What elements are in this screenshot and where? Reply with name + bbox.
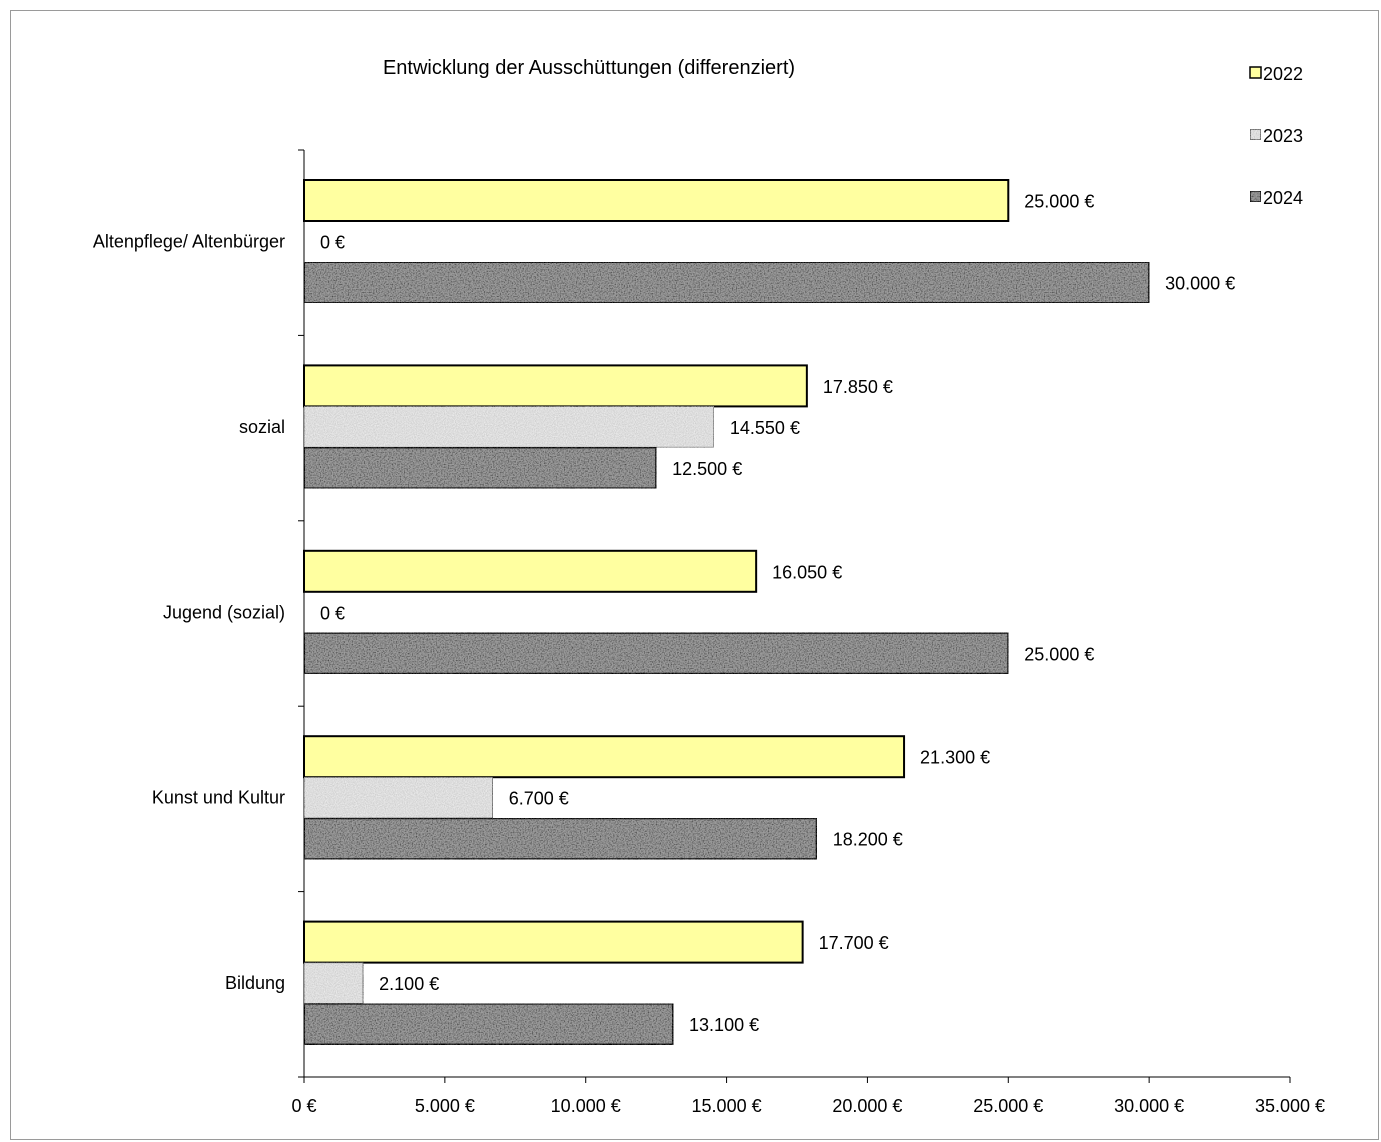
legend-swatch-2023 (1249, 128, 1262, 141)
data-label: 25.000 € (1024, 192, 1094, 212)
x-tick-label: 25.000 € (973, 1096, 1043, 1116)
data-label: 0 € (320, 233, 345, 253)
chart-frame: Entwicklung der Ausschüttungen (differen… (10, 10, 1379, 1140)
legend-label: 2024 (1263, 188, 1303, 208)
x-tick-label: 35.000 € (1255, 1096, 1325, 1116)
bar-2022-4 (303, 920, 804, 964)
chart-title: Entwicklung der Ausschüttungen (differen… (383, 57, 795, 79)
bar-chart: Entwicklung der Ausschüttungen (differen… (93, 57, 1325, 1116)
x-tick-label: 5.000 € (415, 1096, 475, 1116)
plot-area: 0 € 5.000 € 10.000 € 15.000 € 20.000 € 25.000… (93, 149, 1325, 1116)
bar-2022-0 (303, 179, 1010, 222)
bar-2022-3 (303, 735, 906, 779)
legend-swatch-2024 (1249, 190, 1262, 203)
legend-label: 2022 (1263, 64, 1303, 84)
bar-2024-4 (303, 1002, 675, 1046)
bar-2024-2 (303, 631, 1010, 675)
bar-2023-1 (303, 405, 715, 448)
legend: 2022 2023 2024 (1249, 64, 1303, 208)
x-tick-label: 0 € (291, 1096, 316, 1116)
data-label: 2.100 € (379, 974, 439, 994)
category-label: Altenpflege/ Altenbürger (93, 232, 285, 252)
x-tick-label: 30.000 € (1114, 1096, 1184, 1116)
data-label: 14.550 € (730, 418, 800, 438)
legend-swatch-2022 (1249, 66, 1262, 79)
bar-2024-3 (303, 817, 818, 861)
data-label: 12.500 € (672, 459, 742, 479)
data-label: 18.200 € (833, 830, 903, 850)
bar-2023-3 (303, 776, 494, 819)
data-label: 6.700 € (509, 789, 569, 809)
data-label: 25.000 € (1024, 644, 1094, 664)
data-label: 17.700 € (819, 933, 889, 953)
legend-label: 2023 (1263, 126, 1303, 146)
x-tick-label: 15.000 € (692, 1096, 762, 1116)
data-label: 17.850 € (823, 377, 893, 397)
x-tick-label: 10.000 € (551, 1096, 621, 1116)
category-label: Bildung (225, 973, 285, 993)
data-label: 30.000 € (1165, 274, 1235, 294)
x-tick-label: 20.000 € (832, 1096, 902, 1116)
category-label: Jugend (sozial) (163, 602, 285, 622)
bar-2024-1 (303, 446, 658, 490)
data-label: 16.050 € (772, 562, 842, 582)
data-label: 13.100 € (689, 1015, 759, 1035)
bar-2022-2 (303, 549, 758, 593)
bar-2023-4 (303, 962, 364, 1005)
data-label: 21.300 € (920, 748, 990, 768)
category-label: sozial (239, 417, 285, 437)
bar-2024-0 (303, 261, 1151, 304)
category-label: Kunst und Kultur (152, 788, 285, 808)
data-label: 0 € (320, 603, 345, 623)
bar-2022-1 (303, 364, 808, 408)
